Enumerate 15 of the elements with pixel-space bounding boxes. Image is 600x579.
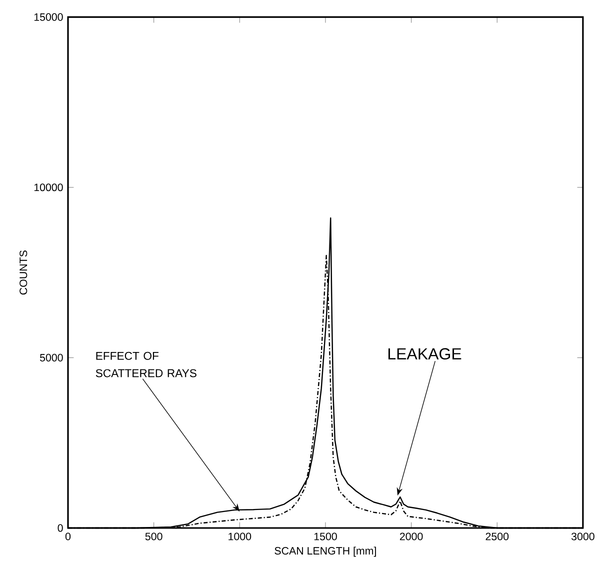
x-axis-title: SCAN LENGTH [mm]	[274, 546, 376, 557]
y-tick-label: 5000	[40, 354, 63, 362]
y-tick-label: 15000	[34, 13, 63, 21]
x-tick-label: 3000	[571, 532, 594, 540]
annotation: LEAKAGE	[388, 348, 462, 360]
x-tick-label: 0	[65, 532, 71, 540]
x-tick-label: 2500	[486, 532, 509, 540]
y-axis-title: COUNTS	[20, 250, 28, 295]
annotation: EFFECT OF SCATTERED RAYS	[96, 352, 196, 378]
y-tick-label: 0	[58, 524, 63, 532]
y-tick-label: 10000	[34, 184, 63, 192]
x-tick-label: 2000	[400, 532, 423, 540]
x-tick-label: 500	[145, 532, 162, 540]
x-tick-label: 1500	[314, 532, 337, 540]
x-tick-label: 1000	[228, 532, 252, 540]
